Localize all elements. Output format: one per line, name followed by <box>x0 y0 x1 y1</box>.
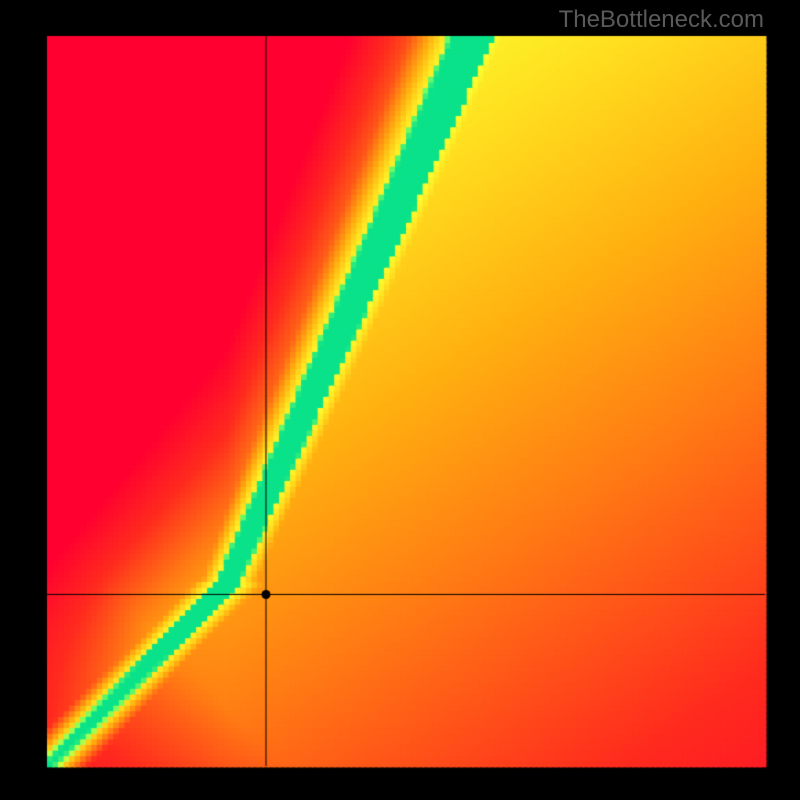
chart-container: TheBottleneck.com <box>0 0 800 800</box>
watermark-text: TheBottleneck.com <box>559 6 764 34</box>
bottleneck-heatmap <box>0 0 800 800</box>
